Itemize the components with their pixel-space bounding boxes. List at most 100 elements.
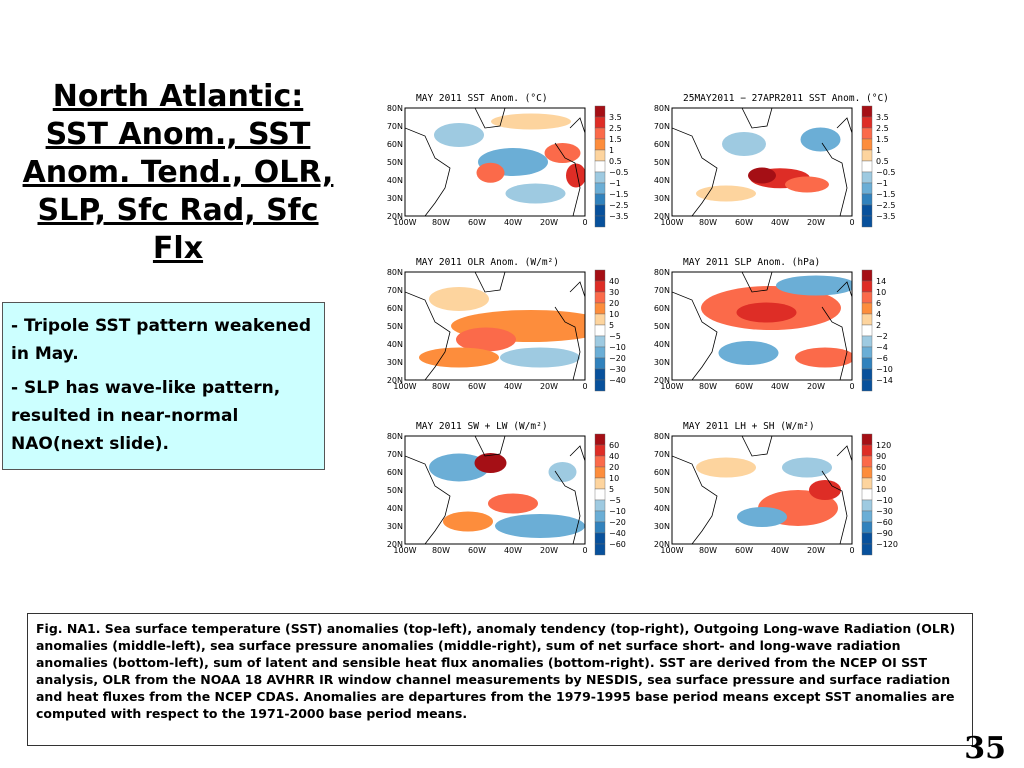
legend-label: −20 bbox=[609, 354, 626, 363]
lon-label: 100W bbox=[393, 218, 416, 227]
legend-swatch bbox=[594, 455, 606, 468]
legend-label: 3.5 bbox=[876, 113, 889, 122]
lat-label: 20N bbox=[654, 376, 670, 385]
figure-caption: Fig. NA1. Sea surface temperature (SST) … bbox=[27, 613, 973, 746]
lon-label: 0 bbox=[582, 382, 587, 391]
coastline bbox=[672, 436, 852, 544]
legend-swatch bbox=[594, 171, 606, 184]
anomaly-region bbox=[696, 457, 756, 478]
legend-label: −60 bbox=[876, 518, 893, 527]
lon-label: 20W bbox=[807, 382, 825, 391]
lat-label: 40N bbox=[654, 340, 670, 349]
lon-label: 100W bbox=[393, 382, 416, 391]
legend-swatch bbox=[861, 193, 873, 206]
legend-swatch bbox=[594, 105, 606, 118]
bullet-item-1: - Tripole SST pattern weakened in May. bbox=[11, 312, 316, 368]
legend-label: 2.5 bbox=[876, 124, 889, 133]
legend-label: −2.5 bbox=[609, 201, 628, 210]
slide-title: North Atlantic: SST Anom., SST Anom. Ten… bbox=[22, 79, 334, 266]
anomaly-region bbox=[800, 127, 841, 152]
legend-swatch bbox=[594, 510, 606, 523]
legend-swatch bbox=[861, 127, 873, 140]
legend-swatch bbox=[861, 433, 873, 446]
anomaly-region bbox=[505, 183, 566, 204]
legend-swatch bbox=[861, 477, 873, 490]
legend-label: 5 bbox=[609, 485, 614, 494]
lon-label: 40W bbox=[504, 382, 522, 391]
lon-label: 40W bbox=[771, 546, 789, 555]
lon-label: 20W bbox=[540, 546, 558, 555]
lon-label: 60W bbox=[735, 546, 753, 555]
anomaly-map: MAY 2011 SW + LW (W/m²) 80N 70N 60N 50N 40N 30… bbox=[387, 421, 626, 556]
map-panel-lh-sh: MAY 2011 LH + SH (W/m²) 80N 70N 60N 50N 40N 30… bbox=[645, 420, 905, 570]
map-panel-olr-anom: MAY 2011 OLR Anom. (W/m²) 80N 70N 60N 50N 40N… bbox=[378, 256, 638, 406]
lat-label: 50N bbox=[654, 158, 670, 167]
legend-label: 2 bbox=[876, 321, 881, 330]
legend-swatch bbox=[594, 357, 606, 370]
legend-label: −1.5 bbox=[609, 190, 628, 199]
legend-label: −0.5 bbox=[876, 168, 895, 177]
legend-swatch bbox=[861, 324, 873, 337]
anomaly-region bbox=[776, 275, 852, 296]
lat-label: 20N bbox=[387, 376, 403, 385]
anomaly-map: MAY 2011 OLR Anom. (W/m²) 80N 70N 60N 50N 40N… bbox=[387, 257, 626, 392]
legend-label: −1.5 bbox=[876, 190, 895, 199]
legend-label: −3.5 bbox=[609, 212, 628, 221]
map-title: 25MAY2011 − 27APR2011 SST Anom. (°C) bbox=[683, 93, 889, 104]
legend-swatch bbox=[594, 291, 606, 304]
legend-swatch bbox=[861, 138, 873, 151]
legend-label: −120 bbox=[876, 540, 898, 549]
lat-label: 60N bbox=[387, 304, 403, 313]
lon-label: 60W bbox=[735, 382, 753, 391]
legend-label: −90 bbox=[876, 529, 893, 538]
lon-label: 0 bbox=[849, 382, 854, 391]
map-panel-slp-anom: MAY 2011 SLP Anom. (hPa) 80N 70N 60N 50N 40N 3… bbox=[645, 256, 905, 406]
anomaly-region bbox=[419, 347, 499, 368]
lon-label: 0 bbox=[582, 546, 587, 555]
legend-swatch bbox=[861, 182, 873, 195]
legend-swatch bbox=[861, 160, 873, 173]
legend-swatch bbox=[594, 433, 606, 446]
lat-label: 70N bbox=[387, 286, 403, 295]
legend-swatch bbox=[594, 116, 606, 129]
map-title: MAY 2011 SST Anom. (°C) bbox=[416, 93, 548, 104]
anomaly-map: MAY 2011 SST Anom. (°C) 80N 70N 60N 50N 40N 30… bbox=[387, 93, 628, 228]
anomaly-region bbox=[456, 327, 516, 352]
lon-label: 80W bbox=[432, 218, 450, 227]
legend-swatch bbox=[861, 510, 873, 523]
map-title: MAY 2011 LH + SH (W/m²) bbox=[683, 421, 815, 432]
legend-label: 20 bbox=[609, 463, 619, 472]
legend-label: −2 bbox=[876, 332, 888, 341]
legend-swatch bbox=[594, 532, 606, 545]
map-frame bbox=[404, 271, 586, 381]
lat-label: 20N bbox=[387, 540, 403, 549]
lat-label: 30N bbox=[387, 358, 403, 367]
legend-swatch bbox=[861, 532, 873, 545]
legend-swatch bbox=[594, 488, 606, 501]
legend-label: 30 bbox=[609, 288, 619, 297]
legend-label: 0.5 bbox=[876, 157, 889, 166]
legend-swatch bbox=[861, 521, 873, 534]
legend-swatch bbox=[594, 477, 606, 490]
legend-swatch bbox=[861, 488, 873, 501]
legend-label: 10 bbox=[876, 485, 886, 494]
legend-swatch bbox=[861, 466, 873, 479]
legend-label: 4 bbox=[876, 310, 881, 319]
legend-swatch bbox=[861, 346, 873, 359]
legend-label: −30 bbox=[876, 507, 893, 516]
map-title: MAY 2011 OLR Anom. (W/m²) bbox=[416, 257, 559, 268]
lon-label: 0 bbox=[849, 218, 854, 227]
legend-label: −10 bbox=[876, 496, 893, 505]
map-panel-sw-lw: MAY 2011 SW + LW (W/m²) 80N 70N 60N 50N 40N 30… bbox=[378, 420, 638, 570]
legend-label: 1 bbox=[609, 146, 614, 155]
page-number: 35 bbox=[964, 731, 1006, 766]
anomaly-map: MAY 2011 SLP Anom. (hPa) 80N 70N 60N 50N 40N 3… bbox=[654, 257, 893, 392]
legend-label: −2.5 bbox=[876, 201, 895, 210]
legend-label: −3.5 bbox=[876, 212, 895, 221]
bullet-box: - Tripole SST pattern weakened in May. -… bbox=[2, 302, 325, 470]
lat-label: 80N bbox=[387, 104, 403, 113]
legend-swatch bbox=[861, 455, 873, 468]
legend-swatch bbox=[861, 280, 873, 293]
legend-swatch bbox=[594, 269, 606, 282]
lon-label: 40W bbox=[504, 546, 522, 555]
